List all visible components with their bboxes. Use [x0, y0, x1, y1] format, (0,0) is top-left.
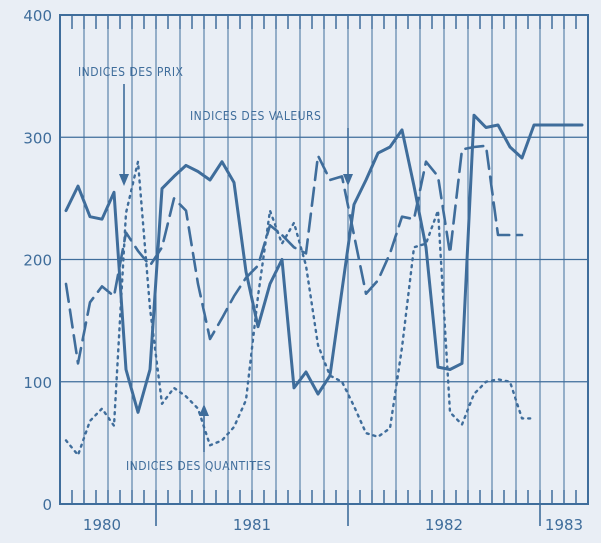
annotation-layer: INDICES DES PRIX INDICES DES VALEURS IND…: [78, 65, 353, 473]
grid: [60, 15, 588, 504]
series-layer: [64, 113, 584, 457]
series-line-prix: [64, 113, 584, 414]
y-tick-label: 200: [23, 252, 52, 270]
arrow-prix-head: [119, 174, 129, 186]
x-tick-label: 1980: [83, 516, 121, 534]
plot-frame: [59, 14, 589, 505]
x-tick-label: 1983: [545, 516, 583, 534]
arrow-valeurs-head: [343, 174, 353, 186]
y-axis: 0 100 200 300 400: [23, 7, 52, 514]
arrow-quantites-head: [199, 404, 209, 416]
y-tick-label: 300: [23, 129, 52, 147]
x-tick-label: 1982: [425, 516, 463, 534]
x-axis: 1980 1981 1982 1983: [83, 504, 583, 534]
series-line-valeurs: [64, 144, 524, 365]
y-tick-label: 400: [23, 7, 52, 25]
y-tick-label: 100: [23, 374, 52, 392]
annotation-prix: INDICES DES PRIX: [78, 65, 184, 79]
minor-ticks: [71, 15, 577, 504]
frame: [59, 14, 589, 505]
annotation-quantites: INDICES DES QUANTITES: [126, 459, 271, 473]
x-tick-label: 1981: [233, 516, 271, 534]
y-tick-label: 0: [42, 496, 52, 514]
annotation-valeurs: INDICES DES VALEURS: [190, 109, 321, 123]
